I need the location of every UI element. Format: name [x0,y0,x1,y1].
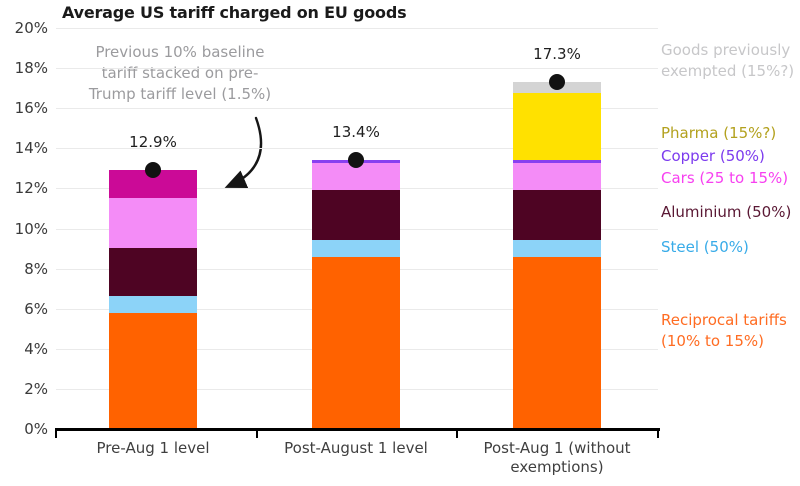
chart-title: Average US tariff charged on EU goods [62,3,407,22]
legend-steel: Steel (50%) [661,238,749,256]
bar-segment-reciprocal-tariffs-10-to-15 [109,312,197,429]
legend-goods-exempted: Goods previously exempted (15%?) [661,41,795,80]
bar-value-label: 12.9% [129,133,177,152]
x-axis-tick [657,428,659,438]
gridline [56,148,658,150]
annotation-text: Previous 10% baseline tariff stacked on … [88,43,272,103]
y-axis-label: 8% [24,259,48,278]
y-axis-label: 2% [24,379,48,398]
x-axis-tick [55,428,57,438]
x-category-label: Post-Aug 1 (without exemptions) [483,439,631,476]
y-axis-label: 10% [14,219,48,238]
gridline [56,108,658,110]
annotation-arrow-icon [224,116,263,189]
y-axis-label: 16% [14,99,48,118]
bar-total-dot [145,162,161,179]
bar-segment-cars-25-to-15 [513,163,601,191]
bar-value-label: 17.3% [533,45,581,64]
bar-segment-aluminium-50 [312,190,400,240]
legend-reciprocal: Reciprocal tariffs (10% to 15%) [661,311,787,350]
y-axis-label: 18% [14,59,48,78]
y-axis-label: 6% [24,299,48,318]
bar-total-dot [549,74,565,91]
y-axis-label: 14% [14,139,48,158]
x-axis-tick [456,428,458,438]
bar-segment-reciprocal-tariffs-10-to-15 [312,256,400,429]
bar-segment-copper-50 [513,160,601,164]
legend-aluminium: Aluminium (50%) [661,203,792,221]
x-axis-line [56,428,660,431]
bar-segment-pharma-15 [513,93,601,161]
y-axis-label: 0% [24,420,48,438]
gridline [56,68,658,70]
legend-copper: Copper (50%) [661,147,765,165]
legend-pharma: Pharma (15%?) [661,124,777,142]
bar-segment-aluminium-50 [513,190,601,240]
bar-total-dot [348,152,364,169]
bar-segment-steel-50 [312,239,400,257]
bar-segment-aluminium-50 [109,247,197,296]
legend-cars: Cars (25 to 15%) [661,169,789,187]
bar-segment-reciprocal-tariffs-10-to-15 [513,256,601,429]
x-category-label: Post-August 1 level [284,439,428,457]
x-axis-tick [256,428,258,438]
y-axis-label: 12% [14,179,48,198]
bar-value-label: 13.4% [332,123,380,142]
gridline [56,28,658,29]
y-axis-label: 4% [24,339,48,358]
bar-segment-steel-50 [109,295,197,313]
bar-segment-cars-25-to-15 [109,198,197,248]
y-axis-label: 20% [14,19,48,37]
bar-segment-steel-50 [513,239,601,257]
x-category-label: Pre-Aug 1 level [96,439,210,457]
